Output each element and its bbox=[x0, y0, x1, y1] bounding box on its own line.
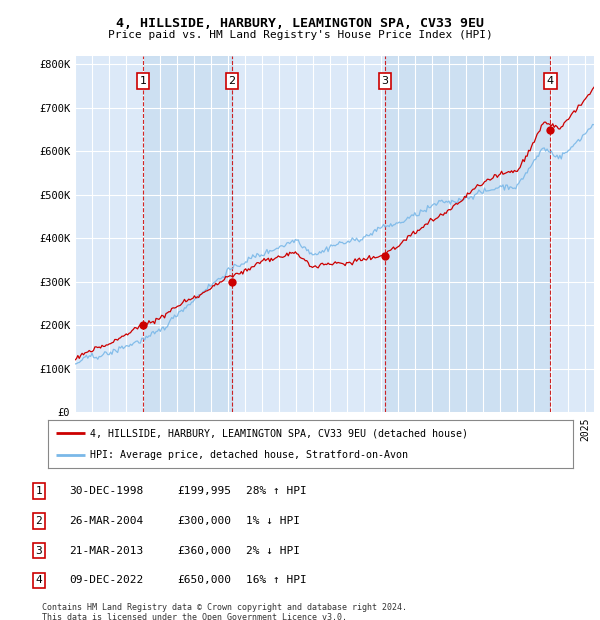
Text: 4: 4 bbox=[547, 76, 554, 86]
Bar bbox=[385, 56, 550, 412]
Text: 2: 2 bbox=[229, 76, 236, 86]
Text: 1: 1 bbox=[139, 76, 146, 86]
Text: 30-DEC-1998: 30-DEC-1998 bbox=[69, 486, 143, 496]
Text: £650,000: £650,000 bbox=[177, 575, 231, 585]
Text: 1% ↓ HPI: 1% ↓ HPI bbox=[246, 516, 300, 526]
Text: 4: 4 bbox=[35, 575, 43, 585]
Text: 28% ↑ HPI: 28% ↑ HPI bbox=[246, 486, 307, 496]
Text: 1: 1 bbox=[35, 486, 43, 496]
Text: 2% ↓ HPI: 2% ↓ HPI bbox=[246, 546, 300, 556]
Text: 09-DEC-2022: 09-DEC-2022 bbox=[69, 575, 143, 585]
Text: £360,000: £360,000 bbox=[177, 546, 231, 556]
Text: 21-MAR-2013: 21-MAR-2013 bbox=[69, 546, 143, 556]
Text: Contains HM Land Registry data © Crown copyright and database right 2024.
This d: Contains HM Land Registry data © Crown c… bbox=[42, 603, 407, 620]
Bar bbox=[143, 56, 232, 412]
Text: 4, HILLSIDE, HARBURY, LEAMINGTON SPA, CV33 9EU (detached house): 4, HILLSIDE, HARBURY, LEAMINGTON SPA, CV… bbox=[90, 428, 468, 438]
Text: 16% ↑ HPI: 16% ↑ HPI bbox=[246, 575, 307, 585]
Text: 4, HILLSIDE, HARBURY, LEAMINGTON SPA, CV33 9EU: 4, HILLSIDE, HARBURY, LEAMINGTON SPA, CV… bbox=[116, 17, 484, 30]
Text: 3: 3 bbox=[35, 546, 43, 556]
Text: HPI: Average price, detached house, Stratford-on-Avon: HPI: Average price, detached house, Stra… bbox=[90, 450, 408, 460]
Text: 2: 2 bbox=[35, 516, 43, 526]
Text: 3: 3 bbox=[382, 76, 389, 86]
Text: £199,995: £199,995 bbox=[177, 486, 231, 496]
Text: Price paid vs. HM Land Registry's House Price Index (HPI): Price paid vs. HM Land Registry's House … bbox=[107, 30, 493, 40]
Text: 26-MAR-2004: 26-MAR-2004 bbox=[69, 516, 143, 526]
Text: £300,000: £300,000 bbox=[177, 516, 231, 526]
